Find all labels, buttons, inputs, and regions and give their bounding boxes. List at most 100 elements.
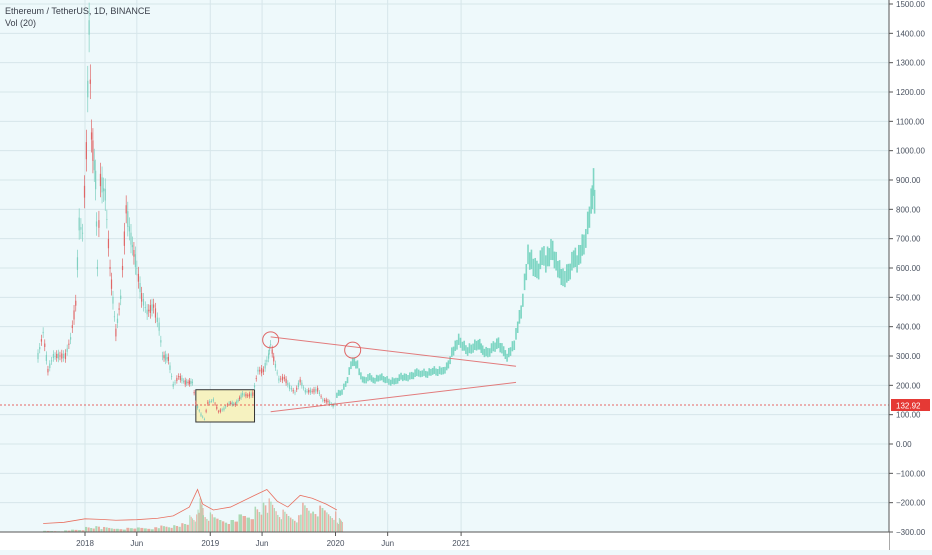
time-tick-label: 2021 [452,539,470,548]
volume-bar [206,518,208,532]
price-candle [296,387,298,390]
price-candle [49,363,51,369]
volume-ma-line [43,488,338,524]
price-candle [141,293,143,302]
price-tick-label: 1400.00 [896,29,925,38]
price-tick-label: 1000.00 [896,147,925,156]
price-candle [167,356,169,361]
price-candle [274,363,277,368]
price-candle [241,392,244,396]
price-candle [325,399,327,403]
price-candle [69,337,72,340]
volume-bar [200,501,202,532]
price-candle [93,160,95,171]
price-candle [42,331,44,334]
support-trendline [270,381,517,413]
price-candle [327,400,329,403]
volume-bar [289,517,292,532]
price-candle [299,379,301,383]
volume-bar [81,530,85,532]
price-candle [317,387,319,392]
price-candle [309,389,312,393]
volume-bar [312,511,315,532]
volume-bar [329,516,332,532]
price-candle [109,266,111,270]
price-candle [80,227,82,230]
volume-bar [160,525,163,532]
price-candle [200,413,202,416]
price-candle [302,387,305,389]
price-candle [127,211,129,227]
price-candle [280,378,282,380]
volume-bar [115,528,119,532]
price-candle [37,352,39,360]
time-axis: 2018 Jun 2019 Jun 2020 Jun 2021 [0,531,889,550]
volume-bar [337,524,339,532]
price-candle [187,382,189,383]
price-candle [110,279,113,289]
price-candle [64,352,67,360]
price-candle [116,318,119,323]
price-candle [216,406,218,409]
volume-bar [216,518,219,532]
price-tick-label: 1100.00 [896,117,925,126]
price-candle [144,307,146,308]
price-candle [311,390,313,392]
price-candle [179,376,181,380]
price-candle [178,376,180,377]
price-candle [148,309,150,312]
price-candle [54,356,56,357]
volume-bar [46,530,50,532]
price-candle [123,231,125,246]
volume-bar [129,528,133,532]
price-candle [276,372,278,374]
volume-bar [254,506,257,532]
volume-bar [147,528,151,532]
price-candle [264,363,266,369]
price-candle [196,405,199,409]
volume-bar [122,529,126,532]
price-candle [228,402,230,404]
volume-bar [100,529,103,532]
price-candle [250,393,252,396]
volume-bar [157,528,160,532]
price-candle [255,378,257,379]
price-candle [271,349,273,354]
volume-bar [246,517,251,532]
price-candle [270,344,272,346]
volume-bar [196,514,198,532]
grid [0,0,889,533]
price-candle [195,402,197,404]
volume-bar [302,502,304,532]
volume-bar [193,520,195,532]
price-candle [315,388,317,392]
volume-bar [168,527,171,532]
volume-bar [211,514,213,532]
price-candle [47,368,49,373]
price-candle [76,257,79,270]
price-candle [262,369,265,372]
time-tick-label: Jun [381,539,394,548]
volume-bar [339,519,341,532]
volume-bar [178,526,181,532]
price-candle [281,376,284,381]
volume-bar [266,512,269,532]
volume-bar [242,516,247,532]
volume-bar [43,530,47,532]
projection-series [336,168,596,398]
price-candle [191,381,194,384]
price-candle [237,400,239,401]
volume-bar [173,525,176,532]
volume-bar [143,528,147,532]
volume-bar [162,526,165,532]
volume-bar [282,509,284,532]
volume-bar [113,528,116,532]
price-candle [160,340,162,343]
price-candle [71,325,73,329]
price-candle [75,300,77,306]
price-candle [78,217,80,231]
volume-bar [85,526,88,532]
price-candle [104,188,106,201]
